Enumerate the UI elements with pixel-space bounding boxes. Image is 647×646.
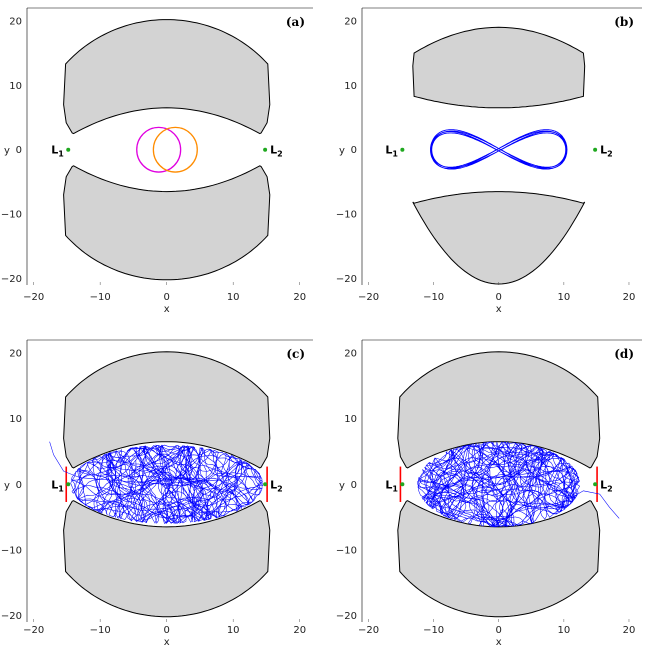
y-tick-label: −20 bbox=[336, 274, 357, 285]
x-tick-label: 0 bbox=[496, 625, 502, 636]
plot-area bbox=[397, 351, 620, 618]
lagrange-point-l1 bbox=[400, 482, 405, 487]
x-tick-label: 20 bbox=[623, 292, 636, 303]
y-tick-label: 20 bbox=[344, 16, 357, 27]
x-tick-label: −20 bbox=[358, 292, 379, 303]
panel-a: L1 L2 −20 −10 0 10 20 −20 −10 0 10 20 x y (a) bbox=[1, 7, 313, 315]
lagrange-point-l2 bbox=[593, 482, 598, 487]
orbit-circle-1 bbox=[152, 126, 198, 173]
panel-c: L1 L2 −20 −10 0 10 20 −20 −10 0 10 20 x y (c) bbox=[1, 339, 313, 646]
panel-label: (d) bbox=[614, 347, 634, 361]
lagrange-label-l1: L1 bbox=[385, 478, 398, 493]
panel-label: (a) bbox=[286, 15, 305, 29]
y-tick-label: 10 bbox=[9, 81, 22, 92]
forbidden-region-lower bbox=[412, 191, 586, 285]
lagrange-label-l2: L2 bbox=[600, 144, 613, 159]
x-tick-label: 20 bbox=[623, 625, 636, 636]
forbidden-region-upper bbox=[63, 351, 271, 469]
y-tick-label: 10 bbox=[344, 81, 357, 92]
y-tick-label: −10 bbox=[1, 210, 22, 221]
x-tick-label: −10 bbox=[423, 292, 444, 303]
y-axis-label: y bbox=[339, 480, 345, 491]
x-tick-label: 10 bbox=[227, 292, 240, 303]
lagrange-label-l1: L1 bbox=[51, 478, 64, 493]
lagrange-label-l2: L2 bbox=[600, 478, 613, 493]
x-tick-label: 0 bbox=[163, 625, 169, 636]
forbidden-region-upper bbox=[412, 26, 586, 109]
forbidden-region-lower bbox=[63, 500, 271, 618]
lagrange-label-l1: L1 bbox=[385, 144, 398, 159]
y-axis-label: y bbox=[339, 146, 345, 157]
y-tick-label: −20 bbox=[336, 611, 357, 622]
x-tick-label: −20 bbox=[23, 625, 44, 636]
forbidden-region-lower bbox=[397, 500, 601, 618]
y-axis-label: y bbox=[4, 480, 10, 491]
y-tick-label: −10 bbox=[1, 545, 22, 556]
x-tick-label: 20 bbox=[293, 292, 306, 303]
x-axis-label: x bbox=[164, 304, 170, 315]
lagrange-point-l2 bbox=[593, 147, 598, 152]
y-tick-label: 20 bbox=[9, 16, 22, 27]
forbidden-region-upper bbox=[63, 19, 271, 135]
x-tick-label: 10 bbox=[557, 292, 570, 303]
x-tick-label: −10 bbox=[423, 625, 444, 636]
x-tick-label: 0 bbox=[163, 292, 169, 303]
panel-label: (c) bbox=[286, 347, 305, 361]
x-axis-label: x bbox=[496, 637, 502, 646]
x-tick-label: 10 bbox=[557, 625, 570, 636]
x-axis-label: x bbox=[496, 304, 502, 315]
forbidden-region-lower bbox=[63, 165, 271, 281]
y-tick-label: 10 bbox=[9, 414, 22, 425]
lagrange-label-l2: L2 bbox=[270, 144, 283, 159]
x-tick-label: 10 bbox=[227, 625, 240, 636]
plot-area bbox=[49, 351, 271, 618]
lagrange-point-l1 bbox=[66, 147, 71, 152]
y-tick-label: −10 bbox=[336, 545, 357, 556]
y-tick-label: 20 bbox=[344, 349, 357, 360]
x-tick-label: −10 bbox=[90, 625, 111, 636]
x-tick-label: 20 bbox=[293, 625, 306, 636]
x-axis-label: x bbox=[164, 637, 170, 646]
y-tick-label: 0 bbox=[16, 480, 22, 491]
y-tick-label: 0 bbox=[351, 480, 357, 491]
x-tick-label: 0 bbox=[496, 292, 502, 303]
y-tick-label: 20 bbox=[9, 349, 22, 360]
y-axis-label: y bbox=[4, 146, 10, 157]
panel-label: (b) bbox=[614, 15, 634, 29]
y-tick-label: −20 bbox=[1, 274, 22, 285]
lagrange-label-l2: L2 bbox=[270, 478, 283, 493]
y-tick-label: 0 bbox=[351, 145, 357, 156]
y-tick-label: 10 bbox=[344, 414, 357, 425]
x-tick-label: −20 bbox=[358, 625, 379, 636]
x-tick-label: −20 bbox=[23, 292, 44, 303]
plot-area bbox=[412, 26, 586, 285]
orbit-chaotic bbox=[49, 441, 264, 524]
lagrange-point-l1 bbox=[66, 482, 71, 487]
lagrange-point-l1 bbox=[400, 147, 405, 152]
panel-d: L1 L2 −20 −10 0 10 20 −20 −10 0 10 20 x y (d) bbox=[336, 339, 642, 646]
x-tick-label: −10 bbox=[90, 292, 111, 303]
lagrange-point-l2 bbox=[263, 482, 268, 487]
forbidden-region-upper bbox=[397, 351, 601, 469]
orbit-chaotic bbox=[417, 441, 620, 528]
panel-b: L1 L2 −20 −10 0 10 20 −20 −10 0 10 20 x y (b) bbox=[336, 7, 642, 315]
lagrange-point-l2 bbox=[263, 147, 268, 152]
y-tick-label: −10 bbox=[336, 210, 357, 221]
y-tick-label: 0 bbox=[16, 145, 22, 156]
orbit-circle-0 bbox=[136, 126, 182, 173]
plot-area bbox=[63, 19, 271, 281]
orbit-figure8 bbox=[430, 129, 568, 170]
y-tick-label: −20 bbox=[1, 611, 22, 622]
lagrange-label-l1: L1 bbox=[51, 144, 64, 159]
